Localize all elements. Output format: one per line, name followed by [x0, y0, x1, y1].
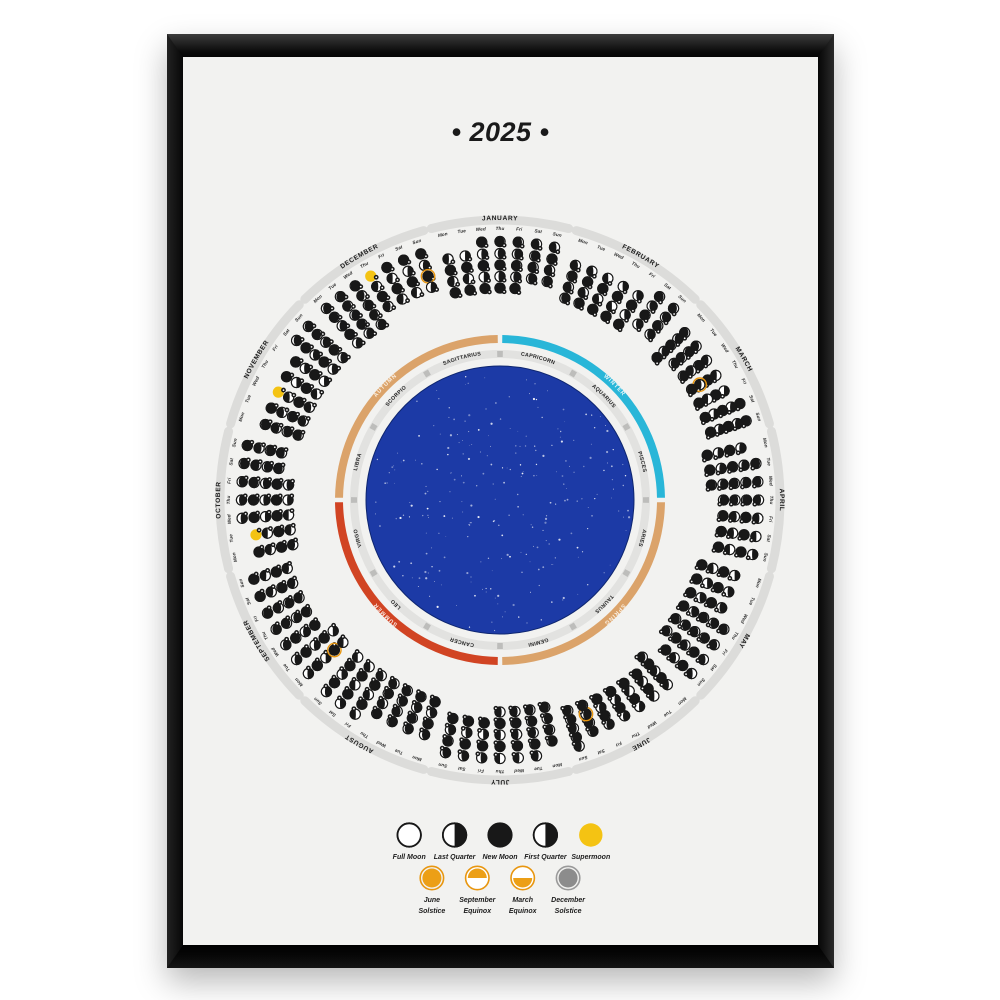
svg-text:Sun: Sun	[412, 238, 422, 246]
svg-text:Sun: Sun	[755, 412, 763, 422]
svg-text:Sun: Sun	[762, 552, 769, 562]
svg-text:Sat: Sat	[748, 394, 756, 403]
svg-text:Fri: Fri	[271, 343, 279, 351]
svg-text:First Quarter: First Quarter	[524, 854, 568, 861]
svg-text:Thu: Thu	[226, 496, 231, 505]
svg-text:FEBRUARY: FEBRUARY	[621, 243, 660, 270]
svg-text:Sat: Sat	[766, 534, 772, 542]
svg-text:Equinox: Equinox	[509, 908, 538, 915]
svg-text:Sun: Sun	[578, 755, 588, 763]
svg-text:Thu: Thu	[769, 496, 774, 505]
svg-text:Sat: Sat	[457, 766, 465, 772]
svg-text:SEPTEMBER: SEPTEMBER	[242, 619, 271, 663]
svg-text:Sun: Sun	[238, 578, 246, 588]
svg-text:New Moon: New Moon	[483, 854, 518, 861]
svg-text:Fri: Fri	[343, 721, 351, 729]
svg-text:Wed: Wed	[768, 476, 774, 486]
svg-text:Tue: Tue	[596, 244, 606, 252]
svg-text:December: December	[551, 897, 586, 904]
svg-text:Wed: Wed	[226, 514, 232, 524]
svg-text:Sat: Sat	[394, 244, 403, 252]
svg-text:Wed: Wed	[476, 226, 486, 232]
svg-text:September: September	[459, 897, 496, 904]
svg-text:Fri: Fri	[252, 614, 259, 622]
svg-text:Sat: Sat	[534, 228, 542, 234]
svg-text:Fri: Fri	[614, 741, 622, 748]
svg-text:Mon: Mon	[578, 238, 589, 246]
svg-text:OCTOBER: OCTOBER	[215, 481, 223, 519]
svg-text:APRIL: APRIL	[778, 488, 785, 511]
svg-text:Thu: Thu	[496, 226, 505, 231]
svg-text:Fri: Fri	[377, 252, 385, 259]
svg-text:Sun: Sun	[438, 762, 448, 769]
svg-text:Mon: Mon	[762, 437, 769, 448]
svg-text:Sat: Sat	[244, 596, 252, 605]
svg-text:Tue: Tue	[533, 766, 542, 772]
svg-text:JANUARY: JANUARY	[482, 215, 518, 223]
svg-text:Fri: Fri	[516, 226, 523, 231]
svg-text:Tue: Tue	[766, 457, 772, 466]
svg-text:Wed: Wed	[514, 768, 524, 774]
svg-text:Fri: Fri	[721, 648, 729, 656]
svg-text:Tue: Tue	[457, 228, 466, 234]
svg-text:Fri: Fri	[226, 477, 231, 484]
svg-text:DECEMBER: DECEMBER	[339, 243, 380, 270]
svg-text:Sat: Sat	[228, 457, 234, 465]
svg-text:Tue: Tue	[394, 748, 404, 756]
svg-text:Supermoon: Supermoon	[571, 854, 610, 861]
svg-text:Solstice: Solstice	[555, 908, 582, 915]
svg-text:Mon: Mon	[437, 231, 448, 238]
svg-text:Mon: Mon	[552, 762, 563, 769]
svg-text:Thu: Thu	[496, 769, 505, 774]
svg-text:Tue: Tue	[228, 533, 234, 542]
svg-text:NOVEMBER: NOVEMBER	[243, 339, 271, 380]
svg-text:Mon: Mon	[755, 578, 763, 589]
svg-text:Mon: Mon	[231, 552, 238, 563]
svg-text:Tue: Tue	[748, 596, 756, 606]
svg-text:Fri: Fri	[477, 768, 484, 773]
svg-text:Last Quarter: Last Quarter	[434, 854, 477, 861]
svg-text:Mon: Mon	[411, 755, 422, 763]
svg-text:Fri: Fri	[648, 271, 656, 279]
svg-text:Tue: Tue	[244, 394, 252, 404]
svg-text:Equinox: Equinox	[463, 908, 492, 915]
svg-text:Sun: Sun	[231, 438, 238, 448]
svg-text:Solstice: Solstice	[418, 908, 445, 915]
svg-text:March: March	[512, 897, 533, 904]
svg-text:Sun: Sun	[552, 231, 562, 238]
svg-text:Fri: Fri	[768, 516, 773, 523]
svg-text:Sat: Sat	[596, 748, 605, 756]
svg-text:JULY: JULY	[491, 778, 510, 785]
svg-text:June: June	[424, 897, 440, 904]
svg-text:Fri: Fri	[741, 377, 748, 385]
svg-text:Full Moon: Full Moon	[393, 854, 426, 861]
svg-text:Mon: Mon	[238, 411, 246, 422]
